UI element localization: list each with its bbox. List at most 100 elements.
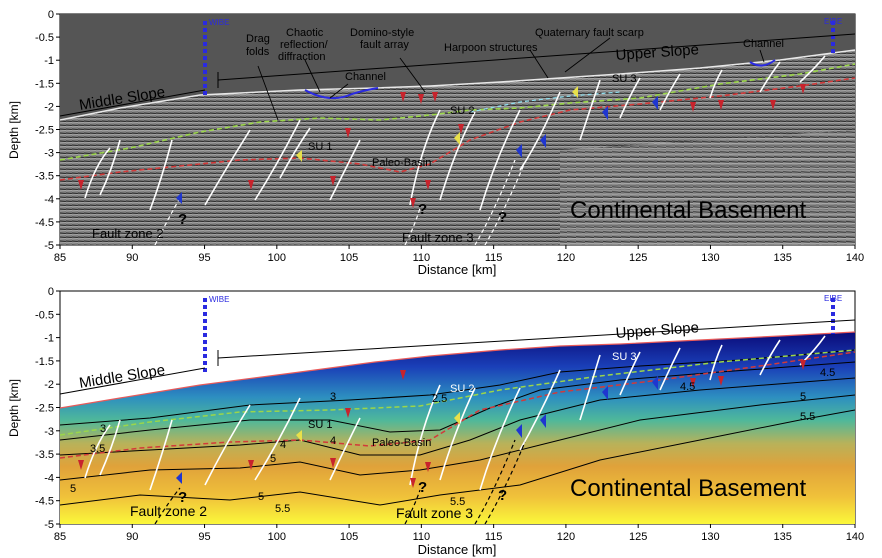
x-tick-label: 105 [340,252,358,264]
seismic-ylabel: Depth [km] [7,101,21,159]
velocity-x-axis: 85 90 95 100 105 110 115 120 125 130 135 140 [54,524,864,543]
velocity-ylabel: Depth [km] [7,379,21,437]
seismic-xlabel: Distance [km] [418,262,497,277]
eibe-label: EIBE [824,17,842,26]
y-tick-label: -2.5 [35,125,54,137]
upper-slope-line [217,33,856,81]
basement-label: Continental Basement [570,197,806,224]
y-tick-label: -3.5 [35,171,54,183]
y-tick-label: -4.5 [35,217,54,229]
red-horizon [60,77,855,181]
chaotic-label-3: diffraction [278,51,326,63]
x-tick-label: 110 [413,531,431,543]
x-tick-label: 130 [701,531,719,543]
x-tick-label: 105 [340,531,358,543]
x-tick-label: 110 [413,252,431,264]
contour-label: 3 [330,391,336,403]
y-tick-label: 0 [48,286,54,298]
y-tick-label: -1.5 [35,356,54,368]
eibe-label: EIBE [824,294,842,303]
upper-slope-label: Upper Slope [615,319,699,342]
x-tick-label: 135 [774,252,792,264]
contour-label: 5.5 [450,496,465,508]
x-tick-label: 95 [198,531,210,543]
contour-label: 5 [70,483,76,495]
contour-label: 5.5 [275,503,290,515]
su2-label: SU 2 [450,105,474,117]
su1-label: SU 1 [308,419,332,431]
x-tick-label: 125 [629,252,647,264]
question-mark: ? [178,489,187,506]
seismic-panel: WIBE EIBE Middle Slope Upper Slope Drag … [7,9,864,277]
paleo-basin-label: Paleo-Basin [372,437,431,449]
y-tick-label: -1 [44,333,54,345]
seafloor-line [60,49,855,121]
x-tick-label: 115 [485,252,503,264]
x-tick-label: 85 [54,531,66,543]
contour-label: 4 [280,439,286,451]
y-tick-label: -2.5 [35,403,54,415]
velocity-y-axis: 0 -0.5 -1 -1.5 -2 -2.5 -3 -3.5 -4 -4.5 -5 [35,286,60,531]
y-tick-label: -3.5 [35,449,54,461]
y-tick-label: 0 [48,9,54,21]
domino-label-2: fault array [360,39,409,51]
seismic-x-axis: 85 90 95 100 105 110 115 120 125 130 135 140 [54,245,864,264]
su3-label: SU 3 [612,351,636,363]
y-tick-label: -4 [44,472,54,484]
seismic-y-axis: 0 -0.5 -1 -1.5 -2 -2.5 -3 -3.5 -4 -4.5 -5 [35,9,60,252]
su3-label: SU 3 [612,73,636,85]
drag-folds-label-2: folds [246,46,270,58]
question-mark: ? [178,211,187,228]
blue-fault-arrows [176,96,658,204]
contour-label: 5.5 [800,411,815,423]
quaternary-label: Quaternary fault scarp [535,27,644,39]
x-tick-label: 135 [774,531,792,543]
fault-zone-3-label: Fault zone 3 [402,230,474,245]
x-tick-label: 130 [701,252,719,264]
velocity-xlabel: Distance [km] [418,542,497,557]
basement-label: Continental Basement [570,475,806,502]
contour-label: 4.5 [820,367,835,379]
contour-label: 4.5 [680,381,695,393]
x-tick-label: 140 [846,252,864,264]
channel-label-2: Channel [743,38,784,50]
x-tick-label: 100 [268,531,286,543]
x-tick-label: 85 [54,252,66,264]
velocity-contours [60,349,855,506]
green-horizon [60,63,855,161]
contour-label: 3.5 [90,443,105,455]
su2-label: SU 2 [450,383,474,395]
upper-slope-label: Upper Slope [615,41,699,64]
contour-label: 5 [258,491,264,503]
contour-label: 4 [330,435,336,447]
x-tick-label: 125 [629,531,647,543]
contour-label: 5 [270,453,276,465]
y-tick-label: -5 [44,519,54,531]
paleo-basin-label: Paleo-Basin [372,157,431,169]
y-tick-label: -0.5 [35,32,54,44]
wibe-label: WIBE [209,295,229,304]
contour-label: 3 [100,423,106,435]
x-tick-label: 95 [198,252,210,264]
y-tick-label: -1.5 [35,78,54,90]
red-fault-arrows [78,84,806,208]
harpoon-label: Harpoon structures [444,42,538,54]
y-tick-label: -1 [44,55,54,67]
y-tick-label: -2 [44,379,54,391]
question-mark: ? [418,201,427,218]
fault-zone-2-label: Fault zone 2 [92,226,164,241]
chaotic-label-1: Chaotic [286,27,324,39]
x-tick-label: 140 [846,531,864,543]
x-tick-label: 115 [485,531,503,543]
chaotic-label-2: reflection/ [280,39,329,51]
y-tick-label: -4 [44,194,54,206]
question-mark: ? [498,209,507,226]
x-tick-label: 120 [557,531,575,543]
channel-outline [304,87,379,100]
y-tick-label: -4.5 [35,496,54,508]
drag-folds-label-1: Drag [246,33,270,45]
wibe-label: WIBE [209,18,229,27]
contour-label: 2.5 [432,393,447,405]
